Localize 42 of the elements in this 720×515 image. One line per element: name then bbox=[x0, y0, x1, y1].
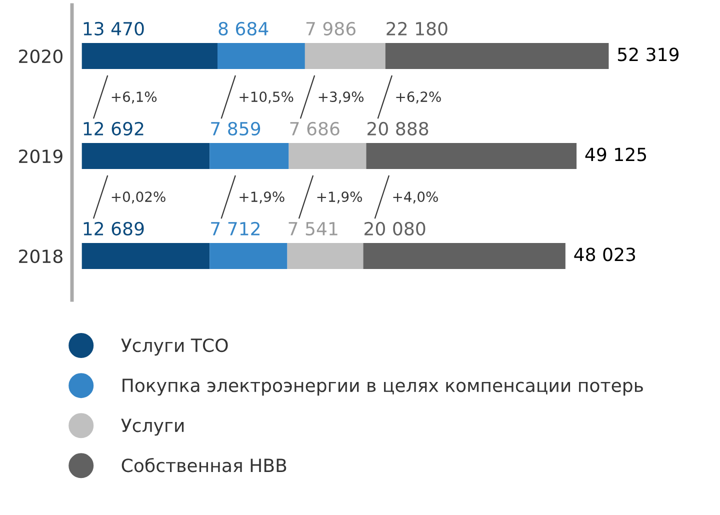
data-label: 12 692 bbox=[84, 122, 144, 136]
annotation: +1,9% bbox=[317, 192, 362, 204]
bar bbox=[287, 243, 364, 269]
y-tick-label: 2018 bbox=[19, 249, 62, 264]
annotation: +1,9% bbox=[240, 192, 284, 204]
data-label: 22 180 bbox=[386, 22, 448, 36]
bar bbox=[210, 243, 288, 269]
bar bbox=[385, 43, 609, 69]
legend-label: Услуги ТСО bbox=[121, 338, 228, 356]
annotation: +6,1% bbox=[112, 92, 157, 104]
data-label: 7 859 bbox=[211, 122, 260, 136]
legend-label: Покупка электроэнергии в целях компенсации потерь bbox=[122, 378, 643, 396]
data-label: 20 080 bbox=[364, 222, 426, 236]
annotation: +3,9% bbox=[318, 92, 364, 104]
bar bbox=[217, 43, 305, 69]
bar bbox=[210, 143, 289, 169]
y-tick-label: 2020 bbox=[19, 49, 62, 64]
data-label: 7 541 bbox=[288, 222, 338, 236]
bar bbox=[82, 43, 218, 69]
bar bbox=[82, 243, 210, 269]
bar bbox=[288, 143, 366, 169]
total-label: 49 125 bbox=[585, 148, 646, 162]
annotation: +10,5% bbox=[240, 92, 294, 104]
legend-label: Собственная НВВ bbox=[122, 458, 286, 472]
annotation: +0,02% bbox=[112, 192, 166, 204]
bar bbox=[82, 143, 210, 169]
bar bbox=[366, 143, 577, 169]
bar bbox=[363, 243, 566, 269]
bar bbox=[304, 43, 386, 69]
data-label: 7 712 bbox=[211, 222, 260, 236]
data-label: 7 686 bbox=[290, 122, 340, 136]
legend-label: Услуги bbox=[121, 418, 184, 436]
total-label: 52 319 bbox=[618, 48, 679, 62]
y-tick-label: 2019 bbox=[19, 149, 62, 164]
annotation: +6,2% bbox=[396, 92, 441, 104]
total-label: 48 023 bbox=[574, 248, 636, 262]
data-label: 7 986 bbox=[306, 22, 356, 36]
data-label: 13 470 bbox=[84, 22, 144, 36]
annotation: +4,0% bbox=[393, 192, 438, 204]
data-label: 12 689 bbox=[84, 222, 144, 236]
data-label: 20 888 bbox=[368, 122, 428, 136]
data-label: 8 684 bbox=[218, 22, 268, 36]
